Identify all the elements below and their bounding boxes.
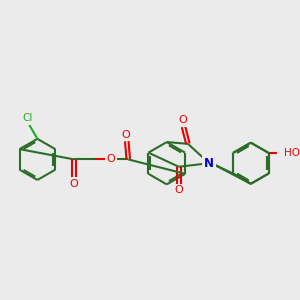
Text: HO: HO [284, 148, 300, 158]
Text: N: N [204, 157, 214, 170]
Text: O: O [122, 130, 130, 140]
Text: Cl: Cl [23, 113, 33, 123]
Text: O: O [106, 154, 115, 164]
Text: O: O [70, 179, 79, 189]
Text: O: O [178, 115, 187, 125]
Text: O: O [174, 185, 183, 195]
